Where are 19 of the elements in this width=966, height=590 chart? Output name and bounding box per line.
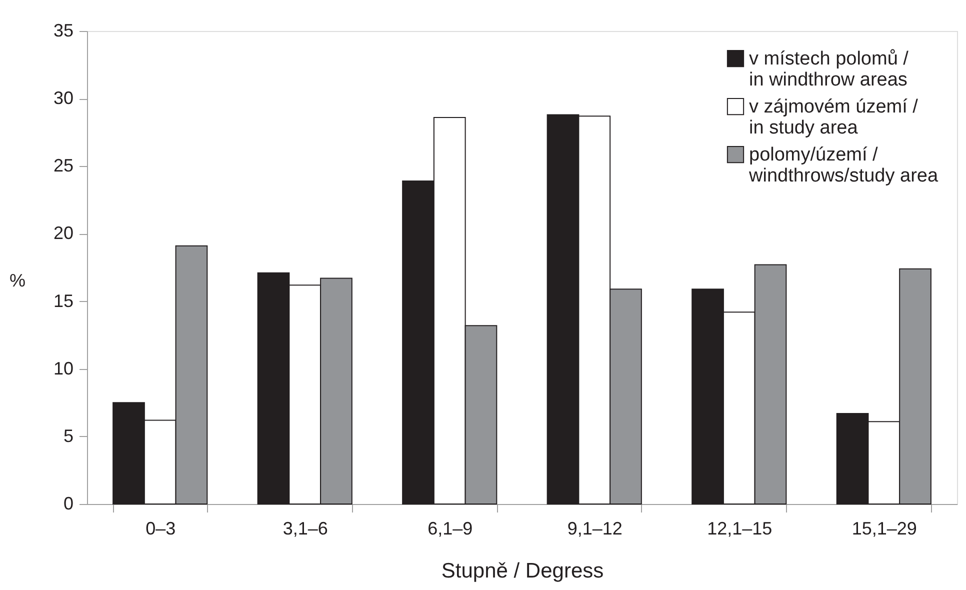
x-tick-label: 12,1–15 (707, 518, 772, 538)
legend-label: polomy/území / windthrows/study area (748, 144, 938, 186)
y-tick-label: 10 (53, 358, 74, 378)
x-tick-label: 6,1–9 (428, 518, 473, 538)
y-axis-title: % (9, 270, 26, 290)
legend-label: v místech polomů / in windthrow areas (749, 48, 910, 90)
y-tick-label: 25 (53, 156, 74, 176)
y-tick-label: 0 (63, 494, 74, 514)
y-tick-label: 35 (53, 20, 74, 40)
x-axis-title: Stupně / Degress (441, 560, 604, 582)
x-tick-label: 3,1–6 (282, 518, 328, 538)
legend-label: v zájmovém území / in study area (749, 96, 919, 138)
y-tick-label: 30 (53, 88, 74, 108)
x-tick-label: 0–3 (146, 518, 176, 538)
y-tick-label: 15 (53, 290, 74, 311)
x-tick-label: 9,1–12 (567, 518, 622, 538)
y-tick-label: 5 (63, 426, 74, 446)
x-tick-label: 15,1–29 (852, 518, 917, 538)
y-tick-label: 20 (53, 223, 74, 244)
